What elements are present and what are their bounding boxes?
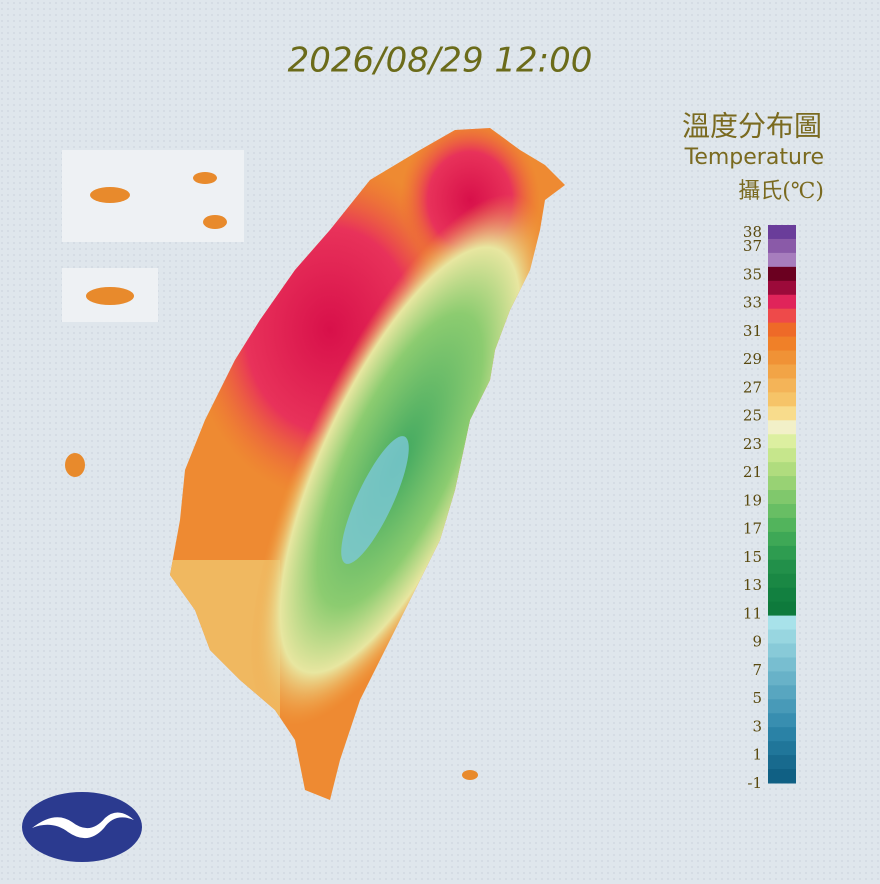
colorbar-band [768,629,796,644]
colorbar-band [768,462,796,477]
colorbar-band [768,685,796,700]
legend-tick-label: 3 [752,717,762,735]
colorbar-band [768,713,796,728]
legend-tick-label: 35 [743,265,762,283]
legend-tick-label: 23 [743,435,762,453]
colorbar-band [768,769,796,784]
colorbar-band [768,601,796,617]
colorbar-band [768,727,796,742]
colorbar-band [768,350,796,365]
outlying-islands [62,150,478,780]
colorbar-band [768,448,796,463]
island [462,770,478,780]
colorbar-band [768,699,796,714]
colorbar-band [768,490,796,505]
colorbar-band [768,420,796,435]
colorbar-band [768,545,796,561]
logo-badge [22,792,142,862]
colorbar-band [768,741,796,756]
legend-tick-label: 25 [743,407,762,425]
legend-tick-label: 38 [743,223,762,241]
legend-tick-label: -1 [747,774,762,792]
colorbar-band [768,531,796,547]
legend-tick-label: 5 [752,689,762,707]
colorbar-band [768,657,796,672]
timestamp: 2026/08/29 12:00 [288,41,593,81]
colorbar-band [768,671,796,686]
legend-tick-label: 11 [743,604,762,622]
logo [22,792,142,862]
colorbar-band [768,280,796,296]
legend-unit: 攝氏(℃) [738,179,824,204]
legend-tick-label: 1 [752,746,762,764]
legend-tick-label: 31 [743,322,762,340]
colorbar-band [768,225,796,240]
logo-swirl [32,812,134,839]
colorbar-band [768,336,796,352]
colorbar-band [768,643,796,658]
island [90,187,130,203]
colorbar-band [768,406,796,421]
colorbar-band [768,587,796,603]
colorbar-band [768,755,796,770]
legend-tick-label: 27 [743,378,762,396]
colorbar-band [768,392,796,407]
colorbar-band [768,434,796,449]
legend-tick-label: 29 [743,350,762,368]
cold-peak [341,436,409,564]
colorbar-band [768,573,796,589]
colorbar-band [768,504,796,519]
colorbar-band [768,615,796,631]
colorbar-band [768,266,796,282]
legend-title: 溫度分布圖 [682,110,822,143]
legend-subtitle: Temperature [684,145,824,170]
colorbar-band [768,308,796,324]
legend-tick-label: 19 [743,491,762,509]
colorbar-band [768,517,796,533]
legend-tick-label: 13 [743,576,762,594]
colorbar-band [768,238,796,254]
colorbar-band [768,322,796,338]
colorbar-band [768,378,796,393]
legend-tick-label: 9 [752,633,762,651]
legend-tick-label: 7 [752,661,762,679]
legend-tick-label: 17 [743,520,762,538]
legend-tick-label: 21 [743,463,762,481]
colorbar-band [768,294,796,310]
legend-tick-label: 33 [743,294,762,312]
legend-tick-label: 37 [743,237,762,255]
colorbar-band [768,476,796,491]
legend-tick-label: 15 [743,548,762,566]
colorbar-band [768,559,796,575]
island [86,287,134,305]
colorbar-band [768,252,796,268]
colorbar-band [768,364,796,379]
island [203,215,227,229]
island [193,172,217,184]
island [65,453,85,477]
